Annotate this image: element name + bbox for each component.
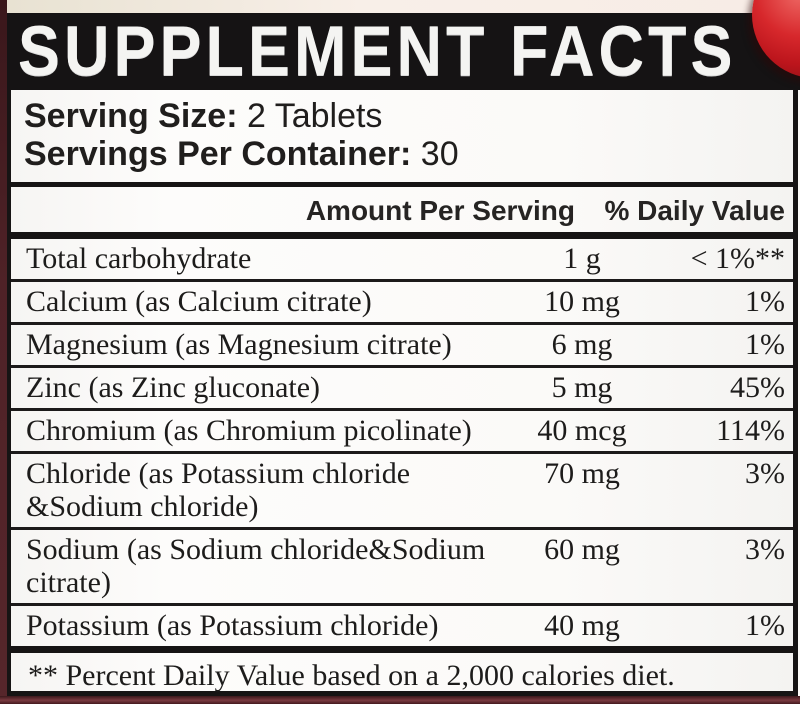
header-amount-per-serving: Amount Per Serving bbox=[305, 195, 575, 226]
nutrient-daily-value: 3% bbox=[745, 533, 785, 566]
serving-size-label: Serving Size: bbox=[24, 97, 238, 135]
nutrient-name: Chromium (as Chromium picolinate) bbox=[26, 414, 472, 447]
nutrient-daily-value: 114% bbox=[716, 414, 785, 447]
table-row: Total carbohydrate 1 g < 1%** bbox=[11, 239, 793, 282]
serving-size-line: Serving Size: 2 Tablets bbox=[24, 97, 783, 135]
serving-size-value: 2 Tablets bbox=[237, 97, 383, 135]
nutrient-amount: 5 mg bbox=[551, 371, 613, 404]
serving-info: Serving Size: 2 Tablets Servings Per Con… bbox=[11, 90, 793, 187]
nutrient-amount: 40 mcg bbox=[537, 414, 627, 447]
servings-per-container-line: Servings Per Container: 30 bbox=[24, 135, 783, 173]
nutrient-name: Calcium (as Calcium citrate) bbox=[26, 285, 372, 318]
nutrient-name: Total carbohydrate bbox=[26, 242, 252, 275]
nutrient-name: Magnesium (as Magnesium citrate) bbox=[26, 328, 452, 361]
nutrient-daily-value: 45% bbox=[730, 371, 785, 404]
nutrient-name: Potassium (as Potassium chloride) bbox=[26, 609, 439, 642]
header-daily-value: % Daily Value bbox=[604, 195, 785, 226]
background-strip bbox=[6, 0, 800, 13]
table-row: Zinc (as Zinc gluconate) 5 mg 45% bbox=[11, 368, 793, 411]
nutrient-rows: Total carbohydrate 1 g < 1%** Calcium (a… bbox=[11, 239, 793, 653]
title-banner: SUPPLEMENT FACTS bbox=[6, 13, 800, 90]
nutrient-name: Sodium (as Sodium chloride&Sodium citrat… bbox=[26, 533, 486, 599]
photo-edge-bottom bbox=[0, 696, 800, 704]
table-row: Chromium (as Chromium picolinate) 40 mcg… bbox=[11, 411, 793, 454]
nutrient-amount: 40 mg bbox=[544, 609, 620, 642]
nutrient-daily-value: 3% bbox=[745, 457, 785, 490]
nutrient-amount: 10 mg bbox=[544, 285, 620, 318]
nutrient-amount: 6 mg bbox=[551, 328, 613, 361]
servings-per-container-value: 30 bbox=[411, 135, 459, 173]
nutrient-name: Chloride (as Potassium chloride &Sodium … bbox=[26, 457, 411, 523]
nutrient-daily-value: 1% bbox=[745, 285, 785, 318]
table-header: Amount Per Serving % Daily Value bbox=[11, 187, 793, 239]
footnote-text: ** Percent Daily Value based on a 2,000 … bbox=[28, 659, 675, 692]
table-row: Calcium (as Calcium citrate) 10 mg 1% bbox=[11, 282, 793, 325]
nutrient-amount: 70 mg bbox=[544, 457, 620, 490]
table-row: Potassium (as Potassium chloride) 40 mg … bbox=[11, 606, 793, 653]
facts-panel: Serving Size: 2 Tablets Servings Per Con… bbox=[6, 90, 798, 696]
table-row: Sodium (as Sodium chloride&Sodium citrat… bbox=[11, 530, 793, 606]
page-title: SUPPLEMENT FACTS bbox=[18, 13, 737, 90]
nutrient-amount: 1 g bbox=[563, 242, 601, 275]
nutrient-daily-value: 1% bbox=[745, 609, 785, 642]
photo-edge-left bbox=[0, 0, 7, 704]
nutrient-daily-value: 1% bbox=[745, 328, 785, 361]
nutrient-daily-value: < 1%** bbox=[690, 242, 785, 275]
nutrient-name: Zinc (as Zinc gluconate) bbox=[26, 371, 321, 404]
table-row: Chloride (as Potassium chloride &Sodium … bbox=[11, 454, 793, 530]
servings-per-container-label: Servings Per Container: bbox=[24, 135, 412, 173]
nutrient-amount: 60 mg bbox=[544, 533, 620, 566]
daily-value-footnote: ** Percent Daily Value based on a 2,000 … bbox=[11, 653, 793, 703]
table-row: Magnesium (as Magnesium citrate) 6 mg 1% bbox=[11, 325, 793, 368]
